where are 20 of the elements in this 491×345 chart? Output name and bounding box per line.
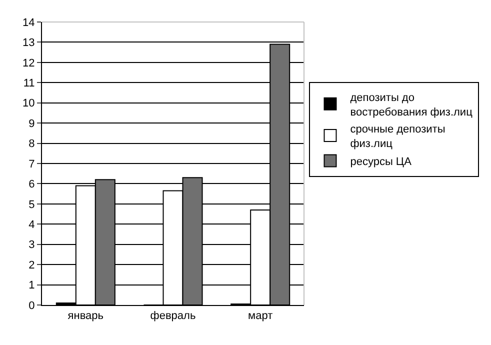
y-tick-label: 5 xyxy=(28,198,35,211)
y-tick-label: 7 xyxy=(28,158,35,170)
y-tick-label: 14 xyxy=(22,16,35,29)
x-tick-label: январь xyxy=(68,310,104,322)
y-tick-label: 3 xyxy=(28,239,35,252)
y-tick-label: 11 xyxy=(23,77,35,90)
y-tick-label: 2 xyxy=(28,259,35,272)
y-tick-label: 1 xyxy=(28,280,35,292)
x-tick-label: февраль xyxy=(150,310,196,322)
legend-label: ресурсы ЦА xyxy=(350,156,412,168)
y-tick-label: 13 xyxy=(22,37,35,50)
y-tick-label: 4 xyxy=(28,218,35,231)
y-tick-label: 8 xyxy=(28,138,35,150)
y-tick-label: 9 xyxy=(28,118,35,130)
y-tick-label: 10 xyxy=(22,98,35,110)
y-tick-label: 6 xyxy=(28,178,35,191)
legend-label: срочные депозиты физ.лиц xyxy=(350,124,446,150)
y-tick-label: 0 xyxy=(28,300,35,312)
y-tick-label: 12 xyxy=(22,57,35,70)
x-tick-label: март xyxy=(248,310,273,322)
